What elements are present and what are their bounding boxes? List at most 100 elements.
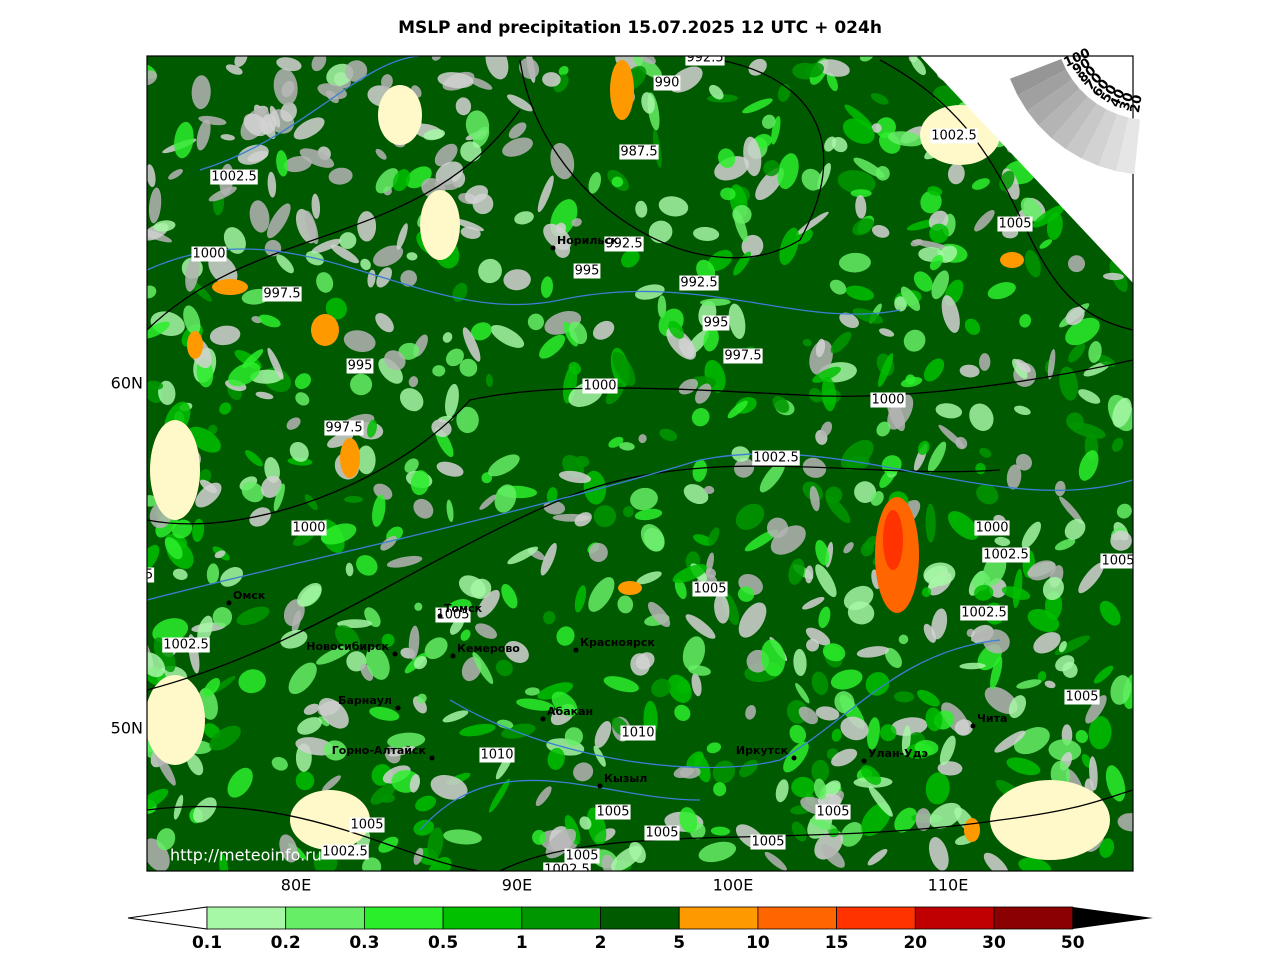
texture [316,272,334,293]
texture [453,218,485,232]
texture [156,828,176,851]
texture [822,643,846,662]
texture [688,665,711,676]
texture [410,470,430,496]
texture [693,226,720,241]
texture [147,70,158,86]
texture [710,826,731,836]
texture [220,567,244,587]
texture [831,748,858,767]
texture [738,602,767,638]
isobar [519,59,825,259]
isobar-label-box [262,286,302,302]
texture [825,486,843,504]
texture [737,586,755,602]
texture [1032,204,1066,228]
texture [878,353,894,388]
texture [791,821,807,842]
city-label: Горно-Алтайск [332,744,427,757]
city-dot [573,647,579,653]
isobar-label-box [644,825,680,841]
texture [842,118,875,144]
texture [914,740,939,756]
texture [575,455,590,468]
texture [947,163,965,185]
texture [269,105,281,128]
texture [817,59,850,77]
isobar-label: 995 [348,359,373,374]
texture [771,115,781,145]
city-label: Кемерово [457,642,520,655]
texture [847,601,875,625]
texture [197,615,213,644]
colorbar-label: 0.1 [192,933,222,953]
texture [674,704,691,721]
texture [1018,857,1052,871]
texture [392,169,411,192]
texture [519,58,540,79]
texture [815,539,830,566]
city-label: Улан-Удэ [868,747,928,760]
colorbar-box [363,906,444,930]
texture [261,475,282,498]
isobar [147,359,1133,525]
colorbar-label: 0.3 [349,933,379,953]
texture [935,403,963,419]
texture [623,506,634,518]
isobar-label-box [723,348,763,364]
texture [959,364,980,378]
map: 992.5990987.51002.51002.51005992.5100099… [147,56,1133,871]
texture [735,503,765,530]
isobar-label: 1005 [1065,690,1098,705]
texture [241,481,264,503]
isobar-label: 992.5 [680,276,717,291]
isobar-label-box [346,358,374,374]
texture [990,656,1003,690]
texture [1116,503,1132,519]
texture [915,808,932,831]
cloud-wedge [1017,69,1073,112]
texture [834,691,855,714]
texture [539,334,566,359]
cloud-wedge [1098,114,1129,172]
heavy-rain [883,510,903,570]
texture [434,179,459,191]
dry-area [147,675,205,765]
texture [879,328,895,337]
texture [398,342,420,360]
texture [470,578,492,600]
texture [236,606,270,626]
texture [540,276,554,298]
texture [436,461,464,477]
texture [802,596,825,610]
texture [795,682,810,704]
texture [569,321,588,345]
isobar-label: 1000 [975,521,1008,536]
texture [299,148,335,168]
texture [1037,671,1047,682]
texture [527,313,544,331]
isobar-blue [449,639,1001,769]
isobar-label: 1002.5 [931,129,977,144]
city-dot [395,705,401,711]
texture [546,487,558,504]
texture [612,351,636,386]
texture [603,676,639,693]
texture [344,60,368,82]
texture [571,218,582,227]
isobar-label: 1002.5 [211,170,257,185]
texture [987,282,1016,300]
texture [674,578,687,600]
heavy-rain [212,279,248,295]
texture [502,137,533,157]
colorbar-low [127,906,208,930]
texture [925,503,936,543]
texture [373,483,393,500]
cloud-wedge [1051,96,1097,150]
isobar-label-box [291,520,327,536]
colorbar-label: 50 [1061,933,1085,953]
texture [805,62,825,78]
texture [206,563,220,585]
texture [809,818,838,831]
texture [798,706,818,725]
